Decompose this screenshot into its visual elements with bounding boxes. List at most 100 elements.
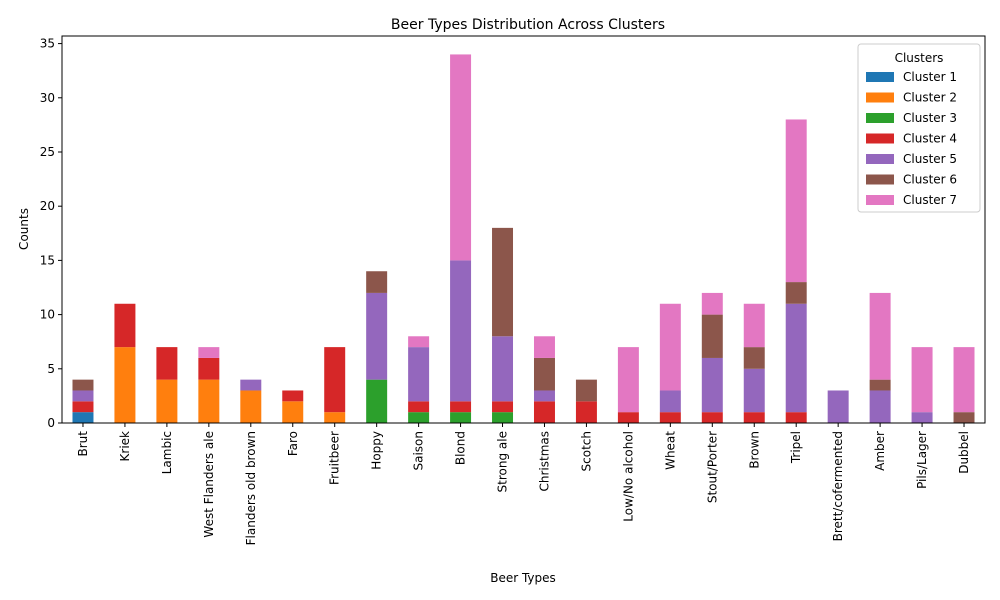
bar-segment-6-11 bbox=[533, 357, 555, 391]
bar-segment-2-6 bbox=[324, 412, 346, 423]
bar-segment-5-19 bbox=[869, 390, 891, 423]
x-tick-label-1: Kriek bbox=[118, 431, 132, 462]
bar-segment-5-10 bbox=[492, 336, 514, 402]
bar-segment-4-5 bbox=[282, 390, 304, 402]
bar-segment-4-6 bbox=[324, 347, 346, 413]
bar-segment-4-10 bbox=[492, 401, 514, 413]
y-axis-label: Counts bbox=[17, 208, 31, 250]
legend-label-1: Cluster 1 bbox=[903, 70, 957, 84]
x-tick-label-12: Scotch bbox=[579, 431, 593, 471]
x-axis-label: Beer Types bbox=[490, 571, 556, 585]
bar-segment-6-0 bbox=[72, 379, 94, 391]
bar-segment-2-1 bbox=[114, 347, 136, 423]
x-tick-label-20: Pils/Lager bbox=[915, 431, 929, 489]
bar-segment-2-5 bbox=[282, 401, 304, 423]
bar-segment-7-20 bbox=[911, 347, 933, 413]
legend-swatch-7 bbox=[866, 195, 894, 205]
x-tick-label-7: Hoppy bbox=[370, 431, 384, 470]
bar-segment-5-20 bbox=[911, 412, 933, 423]
x-tick-label-10: Strong ale bbox=[496, 431, 510, 492]
bar-segment-4-3 bbox=[198, 357, 220, 380]
legend-box bbox=[857, 43, 981, 213]
bar-segment-4-14 bbox=[659, 412, 681, 423]
legend-label-7: Cluster 7 bbox=[903, 193, 957, 207]
legend-label-6: Cluster 6 bbox=[903, 173, 957, 187]
legend-swatch-2 bbox=[866, 92, 894, 103]
legend-swatch-3 bbox=[866, 113, 894, 123]
x-tick-label-4: Flanders old brown bbox=[244, 431, 258, 545]
legend-label-4: Cluster 4 bbox=[903, 132, 957, 146]
bar-segment-4-0 bbox=[72, 401, 94, 413]
bar-segment-4-17 bbox=[785, 412, 807, 423]
bars-layer bbox=[72, 54, 975, 423]
x-tick-label-15: Stout/Porter bbox=[705, 431, 719, 503]
x-tick-label-17: Tripel bbox=[789, 431, 803, 464]
bar-segment-4-9 bbox=[450, 401, 472, 413]
plot-frame bbox=[61, 35, 986, 424]
x-tick-label-0: Brut bbox=[76, 431, 90, 457]
bar-segment-7-11 bbox=[533, 336, 555, 358]
bar-segment-5-11 bbox=[533, 390, 555, 402]
x-tick-label-2: Lambic bbox=[160, 431, 174, 474]
y-tick-label-3: 15 bbox=[40, 253, 55, 267]
bar-segment-3-9 bbox=[450, 412, 472, 423]
bar-segment-5-0 bbox=[72, 390, 94, 402]
bar-segment-7-19 bbox=[869, 292, 891, 380]
bar-segment-5-8 bbox=[408, 347, 430, 402]
bar-segment-6-12 bbox=[575, 379, 597, 402]
bar-segment-6-16 bbox=[743, 347, 765, 369]
x-tick-label-11: Christmas bbox=[537, 431, 551, 492]
bar-segment-7-16 bbox=[743, 303, 765, 348]
legend-swatch-6 bbox=[866, 174, 894, 185]
bar-segment-7-14 bbox=[659, 303, 681, 391]
legend-label-5: Cluster 5 bbox=[903, 152, 957, 166]
legend-swatch-4 bbox=[866, 133, 894, 144]
bar-segment-5-15 bbox=[701, 357, 723, 413]
bar-segment-3-8 bbox=[408, 412, 430, 423]
legend-label-3: Cluster 3 bbox=[903, 111, 957, 125]
bar-segment-6-10 bbox=[492, 227, 514, 337]
bar-segment-4-12 bbox=[575, 401, 597, 423]
bar-segment-7-9 bbox=[450, 54, 472, 261]
bar-segment-5-17 bbox=[785, 303, 807, 413]
bar-segment-2-2 bbox=[156, 379, 178, 423]
bar-segment-4-2 bbox=[156, 347, 178, 380]
bar-segment-7-15 bbox=[701, 292, 723, 315]
bar-segment-4-1 bbox=[114, 303, 136, 348]
bar-segment-7-3 bbox=[198, 347, 220, 358]
x-tick-label-5: Faro bbox=[286, 431, 300, 456]
bar-segment-6-17 bbox=[785, 282, 807, 304]
x-tick-label-6: Fruitbeer bbox=[328, 431, 342, 485]
bar-segment-5-4 bbox=[240, 379, 262, 391]
bar-segment-7-13 bbox=[617, 347, 639, 413]
y-tick-label-4: 20 bbox=[40, 199, 55, 213]
bar-segment-3-7 bbox=[366, 379, 388, 423]
bar-segment-2-3 bbox=[198, 379, 220, 423]
x-tick-label-13: Low/No alcohol bbox=[621, 431, 635, 522]
bar-segment-6-15 bbox=[701, 314, 723, 358]
x-tick-label-9: Blond bbox=[454, 431, 468, 465]
bar-segment-3-10 bbox=[492, 412, 514, 423]
x-tick-label-21: Dubbel bbox=[957, 431, 971, 474]
bar-segment-6-21 bbox=[953, 412, 975, 423]
x-tick-label-18: Brett/cofermented bbox=[831, 431, 845, 541]
x-tick-label-16: Brown bbox=[747, 431, 761, 469]
bar-segment-6-7 bbox=[366, 271, 388, 293]
legend-title: Clusters bbox=[895, 51, 944, 65]
x-tick-label-8: Saison bbox=[412, 431, 426, 471]
bar-segment-5-16 bbox=[743, 368, 765, 413]
bar-segment-7-8 bbox=[408, 336, 430, 348]
legend: Clusters Cluster 1 Cluster 2 Cluster 3 Clus… bbox=[857, 43, 981, 213]
y-ticks: 0 5 10 15 20 25 30 35 bbox=[40, 37, 62, 430]
bar-segment-4-11 bbox=[533, 401, 555, 423]
bar-segment-7-17 bbox=[785, 119, 807, 283]
bar-segment-5-7 bbox=[366, 292, 388, 380]
legend-label-2: Cluster 2 bbox=[903, 91, 957, 105]
y-tick-label-5: 25 bbox=[40, 145, 55, 159]
y-tick-label-1: 5 bbox=[47, 362, 55, 376]
bar-segment-4-13 bbox=[617, 412, 639, 423]
y-tick-label-2: 10 bbox=[40, 308, 55, 322]
bar-segment-4-15 bbox=[701, 412, 723, 423]
x-tick-label-3: West Flanders ale bbox=[202, 431, 216, 538]
